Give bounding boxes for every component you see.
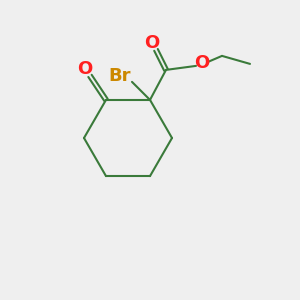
Text: O: O: [77, 60, 93, 78]
Text: O: O: [144, 34, 160, 52]
Text: Br: Br: [109, 67, 131, 85]
Text: O: O: [194, 54, 210, 72]
